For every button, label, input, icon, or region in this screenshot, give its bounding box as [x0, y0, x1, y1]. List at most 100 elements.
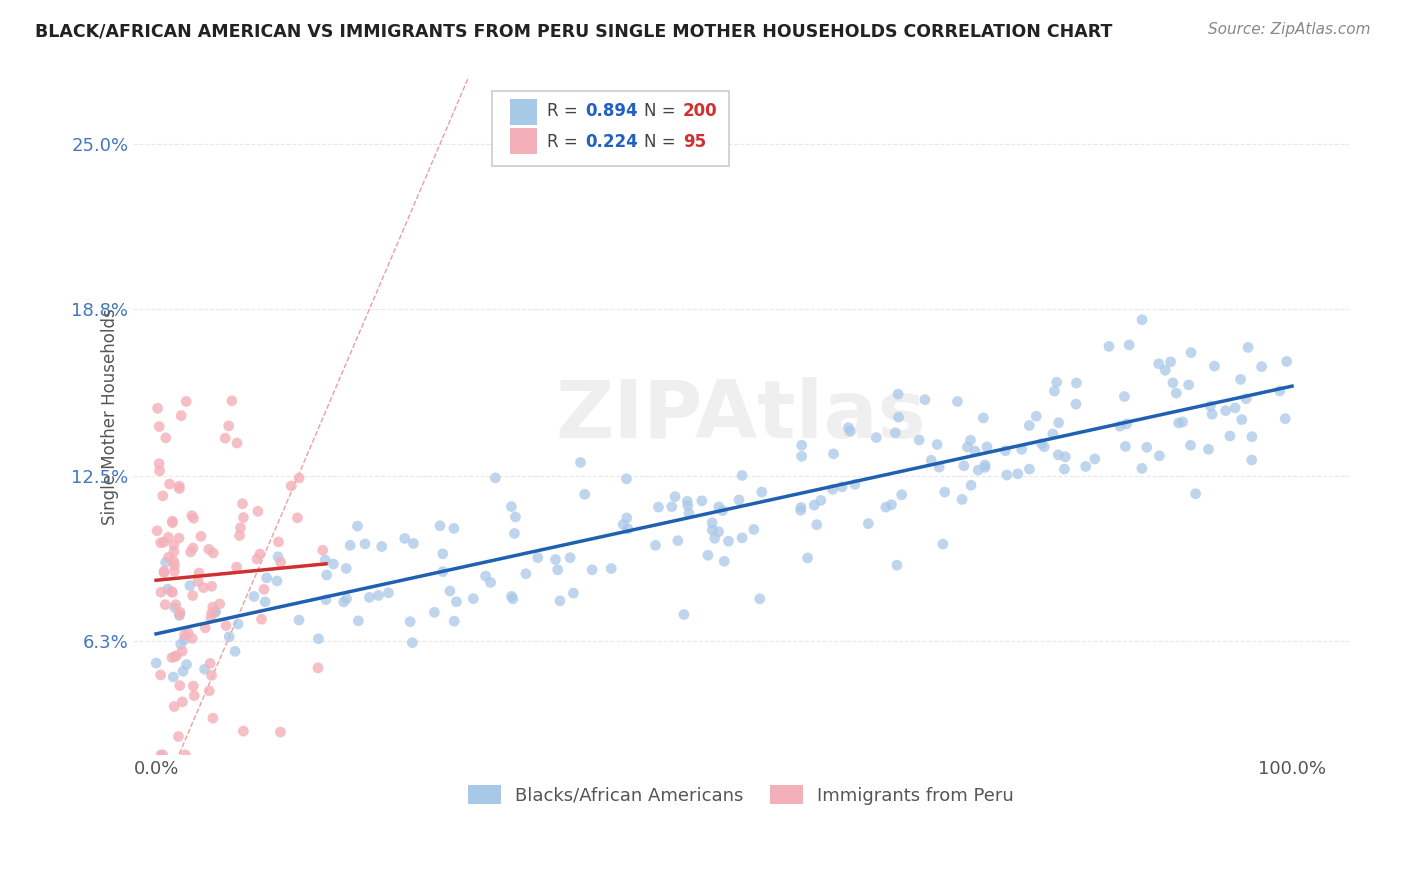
Point — [1007, 467, 1029, 481]
Point — [162, 585, 184, 599]
Point — [1171, 415, 1194, 429]
Point — [354, 537, 377, 551]
Point — [790, 500, 813, 515]
Point — [432, 565, 454, 579]
Point — [336, 591, 359, 606]
Point — [201, 600, 224, 615]
Point — [156, 582, 179, 596]
Point — [1130, 313, 1153, 327]
Point — [484, 471, 506, 485]
Point — [307, 661, 329, 675]
Point — [963, 444, 986, 458]
Point — [664, 490, 686, 504]
Point — [1250, 359, 1272, 374]
Point — [346, 519, 368, 533]
Point — [960, 478, 983, 492]
Point — [865, 431, 887, 445]
Point — [1198, 442, 1220, 457]
Point — [713, 554, 735, 568]
Point — [423, 606, 446, 620]
Point — [218, 418, 240, 433]
Point — [160, 584, 183, 599]
Point — [169, 605, 191, 619]
Point — [150, 747, 173, 762]
Point — [932, 537, 955, 551]
Point — [1047, 416, 1070, 430]
Point — [201, 606, 224, 620]
Point — [676, 499, 699, 513]
Point — [976, 440, 998, 454]
Point — [200, 668, 222, 682]
Point — [995, 468, 1018, 483]
Point — [803, 498, 825, 512]
Point — [146, 524, 169, 538]
Point — [429, 518, 451, 533]
Point — [890, 488, 912, 502]
Point — [287, 511, 309, 525]
Point — [544, 552, 567, 566]
Point — [1154, 363, 1177, 377]
Point — [180, 545, 202, 559]
Point — [229, 521, 252, 535]
FancyBboxPatch shape — [510, 128, 537, 154]
Point — [399, 615, 422, 629]
Point — [163, 544, 186, 558]
Point — [169, 482, 191, 496]
Point — [928, 460, 950, 475]
Point — [927, 437, 949, 451]
Point — [183, 689, 205, 703]
Point — [1018, 418, 1040, 433]
Point — [193, 581, 215, 595]
Point — [167, 730, 190, 744]
FancyBboxPatch shape — [510, 99, 537, 125]
Point — [974, 458, 997, 472]
Point — [155, 598, 177, 612]
Point — [367, 589, 389, 603]
Point — [887, 410, 910, 425]
Point — [170, 637, 193, 651]
Point — [728, 492, 751, 507]
Point — [731, 531, 754, 545]
Point — [246, 504, 269, 518]
Point — [875, 500, 897, 515]
Point — [616, 472, 638, 486]
Point — [1149, 449, 1171, 463]
Point — [179, 579, 201, 593]
Point — [1074, 459, 1097, 474]
Point — [600, 561, 623, 575]
Point — [204, 605, 226, 619]
Text: N =: N = — [644, 103, 681, 120]
Point — [149, 585, 172, 599]
Point — [197, 542, 219, 557]
Point — [187, 574, 209, 589]
Point — [312, 543, 335, 558]
Text: R =: R = — [547, 133, 582, 151]
Text: 0.894: 0.894 — [585, 103, 638, 120]
Point — [152, 535, 174, 549]
Point — [194, 621, 217, 635]
Point — [839, 425, 862, 439]
Point — [163, 558, 186, 573]
Point — [751, 485, 773, 500]
Point — [837, 421, 859, 435]
Point — [174, 747, 197, 762]
Point — [1066, 376, 1088, 390]
Point — [181, 589, 204, 603]
Point — [1275, 354, 1298, 368]
Point — [661, 500, 683, 514]
Point — [934, 485, 956, 500]
Point — [155, 555, 177, 569]
Point — [790, 438, 813, 452]
Point — [280, 479, 302, 493]
Point — [547, 563, 569, 577]
Point — [914, 392, 936, 407]
Point — [208, 597, 231, 611]
Point — [146, 401, 169, 416]
Point — [169, 608, 191, 623]
Point — [502, 591, 524, 606]
Point — [198, 683, 221, 698]
Point — [612, 517, 634, 532]
Point — [394, 532, 416, 546]
Point — [953, 458, 976, 473]
Point — [198, 657, 221, 671]
